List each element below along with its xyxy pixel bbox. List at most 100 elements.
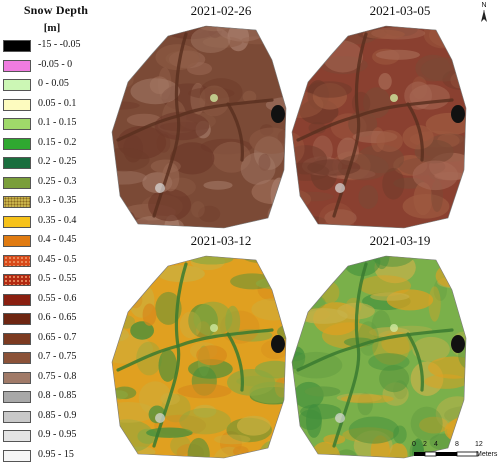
map-patch bbox=[258, 153, 271, 171]
map-patch bbox=[156, 133, 171, 153]
map-feature bbox=[155, 413, 165, 423]
map-patch bbox=[112, 390, 128, 400]
map-road-spur bbox=[226, 102, 244, 162]
map-road-west bbox=[296, 344, 360, 372]
map-patch bbox=[203, 180, 233, 190]
legend-item: 0.7 - 0.75 bbox=[3, 351, 111, 365]
legend-item: -0.05 - 0 bbox=[3, 58, 111, 73]
map-patch bbox=[292, 216, 318, 225]
map-patch bbox=[177, 383, 232, 399]
map-patch bbox=[402, 125, 434, 150]
snow-depth-map-2021-03-05 bbox=[291, 25, 467, 229]
legend-item: 0.6 - 0.65 bbox=[3, 312, 111, 326]
map-patch bbox=[324, 209, 357, 227]
scale-bar-graphic bbox=[414, 451, 479, 457]
map-road-spur bbox=[226, 332, 244, 392]
map-patch bbox=[306, 81, 352, 98]
map-patch bbox=[236, 415, 271, 436]
legend-swatch bbox=[3, 40, 31, 52]
map-patch bbox=[292, 191, 334, 202]
map-patch bbox=[419, 416, 449, 434]
map-patch bbox=[189, 256, 234, 265]
legend-label: 0.05 - 0.1 bbox=[38, 97, 77, 109]
map-patch bbox=[323, 434, 346, 445]
scale-tick-12: 12 bbox=[475, 441, 483, 448]
legend-item: 0.95 - 15 bbox=[3, 449, 111, 463]
legend-item: 0.75 - 0.8 bbox=[3, 371, 111, 385]
legend-item: 0.85 - 0.9 bbox=[3, 410, 111, 424]
map-patch bbox=[196, 345, 227, 366]
legend-swatch bbox=[3, 410, 31, 423]
map-feature bbox=[390, 94, 398, 102]
map-patch bbox=[267, 205, 283, 225]
map-patch bbox=[118, 71, 134, 88]
legend-unit: [m] bbox=[43, 22, 61, 34]
legend-swatch bbox=[3, 430, 31, 442]
panel-date-2: 2021-03-05 bbox=[369, 3, 431, 18]
legend-item: 0.4 - 0.45 bbox=[3, 234, 111, 248]
map-dark-spot bbox=[451, 335, 465, 353]
map-patch bbox=[362, 29, 405, 39]
map-patch bbox=[112, 449, 132, 458]
map-patch bbox=[112, 170, 147, 185]
map-patch bbox=[249, 127, 286, 154]
legend-label: 0.3 - 0.35 bbox=[38, 195, 77, 206]
map-patch bbox=[304, 386, 341, 397]
map-patch bbox=[298, 409, 322, 430]
legend-swatch bbox=[3, 235, 31, 247]
legend-item: 0.35 - 0.4 bbox=[3, 214, 111, 229]
map-patch bbox=[142, 303, 157, 326]
map-outline bbox=[111, 255, 287, 459]
legend-swatch bbox=[3, 391, 31, 403]
map-patch bbox=[112, 67, 121, 101]
legend-swatch bbox=[3, 79, 31, 91]
map-feature bbox=[210, 324, 218, 332]
legend-label: 0.6 - 0.65 bbox=[38, 312, 77, 323]
legend-label: 0.9 - 0.95 bbox=[38, 429, 77, 440]
scale-tick-4: 4 bbox=[434, 441, 438, 448]
map-road-branch bbox=[356, 328, 454, 348]
legend-label: 0.2 - 0.25 bbox=[38, 156, 77, 167]
panel-date-1: 2021-02-26 bbox=[190, 3, 252, 18]
map-patch bbox=[158, 349, 177, 382]
map-patch bbox=[348, 416, 400, 444]
map-patch bbox=[136, 341, 162, 376]
map-dark-spot bbox=[271, 335, 285, 353]
map-patch bbox=[191, 201, 205, 218]
snow-depth-map-2021-03-12 bbox=[111, 255, 287, 459]
legend-label: 0.4 - 0.45 bbox=[38, 234, 77, 245]
map-road-spur bbox=[406, 332, 424, 392]
map-patch bbox=[112, 191, 120, 201]
legend-label: 0.25 - 0.3 bbox=[38, 175, 77, 187]
map-road-branch bbox=[176, 98, 274, 118]
map-patch bbox=[170, 435, 191, 456]
map-patch bbox=[214, 434, 251, 445]
legend-label: 0.1 - 0.15 bbox=[38, 117, 77, 128]
map-patch bbox=[193, 301, 233, 337]
legend-swatch bbox=[3, 254, 31, 267]
map-patch bbox=[457, 289, 466, 300]
legend-item: 0.15 - 0.2 bbox=[3, 136, 111, 151]
map-patch bbox=[242, 90, 257, 104]
map-feature bbox=[155, 183, 165, 193]
legend-label: -0.05 - 0 bbox=[38, 58, 73, 70]
legend-swatch bbox=[3, 293, 31, 306]
map-patch bbox=[412, 336, 450, 362]
map-patch bbox=[358, 185, 379, 210]
legend-label: 0.15 - 0.2 bbox=[38, 136, 77, 148]
legend-swatch bbox=[3, 176, 31, 189]
map-dark-spot bbox=[451, 105, 465, 123]
scale-bar: 0 2 4 8 12 Meters bbox=[410, 441, 500, 463]
map-feature bbox=[335, 183, 345, 193]
map-patch bbox=[413, 182, 433, 216]
map-patch bbox=[318, 202, 355, 228]
legend-label: 0.35 - 0.4 bbox=[38, 214, 77, 226]
legend-swatch bbox=[3, 449, 31, 462]
map-patch bbox=[122, 256, 168, 264]
panel-date-3: 2021-03-12 bbox=[190, 233, 252, 248]
map-patch bbox=[388, 443, 408, 458]
legend-item: 0.45 - 0.5 bbox=[3, 254, 111, 268]
legend: Snow Depth [m] -15 - -0.05 -0.05 - 0 0 - 0… bbox=[0, 0, 112, 465]
map-patch bbox=[409, 84, 450, 110]
map-patch bbox=[378, 73, 392, 90]
